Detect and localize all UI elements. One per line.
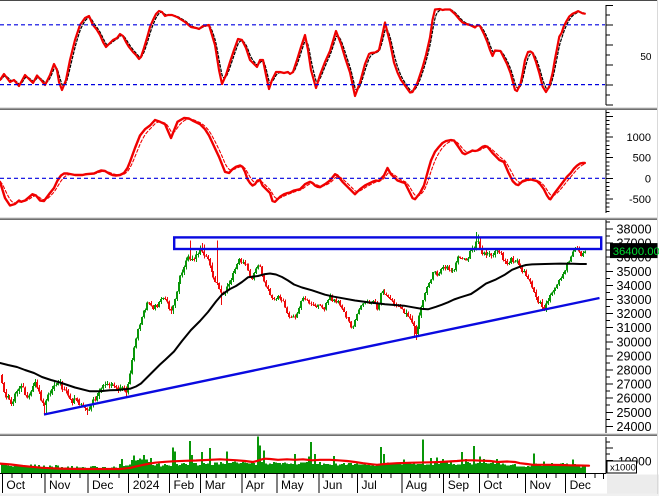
svg-text:Mar: Mar bbox=[205, 478, 226, 492]
svg-text:Sep: Sep bbox=[448, 478, 470, 492]
svg-text:Aug: Aug bbox=[406, 478, 427, 492]
svg-text:0: 0 bbox=[645, 173, 651, 185]
svg-text:33000: 33000 bbox=[617, 293, 652, 307]
svg-text:26000: 26000 bbox=[617, 392, 652, 406]
svg-text:Oct: Oct bbox=[483, 478, 502, 492]
svg-text:-500: -500 bbox=[629, 194, 651, 206]
svg-text:29000: 29000 bbox=[617, 349, 652, 363]
svg-text:x1000: x1000 bbox=[610, 462, 636, 473]
svg-text:Nov: Nov bbox=[530, 478, 551, 492]
svg-text:30000: 30000 bbox=[617, 335, 652, 349]
svg-text:36400.00: 36400.00 bbox=[613, 246, 659, 258]
svg-text:25000: 25000 bbox=[617, 406, 652, 420]
svg-text:32000: 32000 bbox=[617, 307, 652, 321]
svg-text:50: 50 bbox=[640, 52, 652, 63]
svg-text:Dec: Dec bbox=[92, 478, 113, 492]
svg-text:28000: 28000 bbox=[617, 364, 652, 378]
svg-text:27000: 27000 bbox=[617, 378, 652, 392]
svg-text:Oct: Oct bbox=[6, 478, 25, 492]
svg-text:35000: 35000 bbox=[617, 265, 652, 279]
svg-text:Jun: Jun bbox=[323, 478, 342, 492]
svg-text:Jul: Jul bbox=[362, 478, 377, 492]
svg-text:Dec: Dec bbox=[570, 478, 591, 492]
svg-text:34000: 34000 bbox=[617, 279, 652, 293]
svg-text:31000: 31000 bbox=[617, 321, 652, 335]
svg-text:500: 500 bbox=[633, 153, 651, 165]
svg-text:1000: 1000 bbox=[627, 132, 651, 144]
svg-text:38000: 38000 bbox=[617, 223, 652, 237]
svg-text:Apr: Apr bbox=[246, 478, 265, 492]
svg-text:2024: 2024 bbox=[133, 478, 160, 492]
svg-text:May: May bbox=[281, 478, 304, 492]
svg-text:Feb: Feb bbox=[174, 478, 195, 492]
svg-text:24000: 24000 bbox=[617, 420, 652, 434]
svg-text:Nov: Nov bbox=[49, 478, 70, 492]
